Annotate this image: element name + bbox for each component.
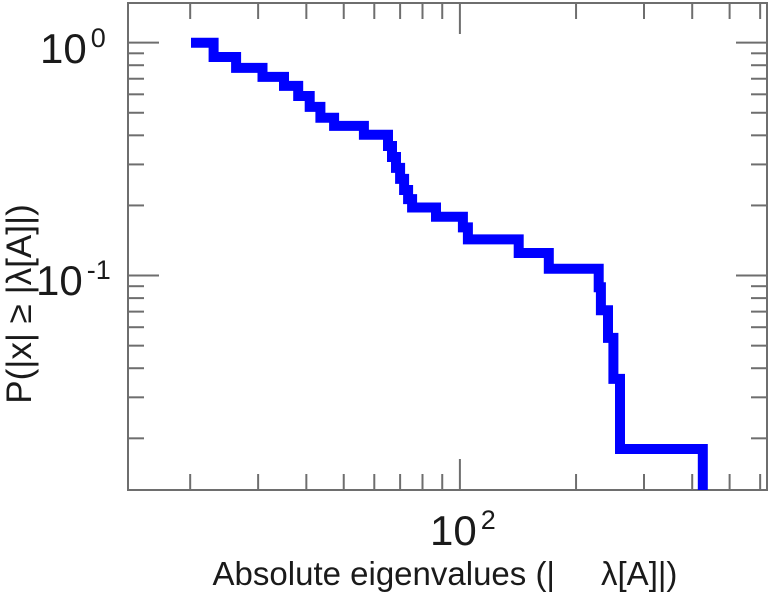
x-tick-exponent: 2 bbox=[480, 505, 496, 535]
plot-frame bbox=[127, 2, 768, 491]
x-tick-base: 10 bbox=[430, 507, 477, 554]
x-axis-tick-label-1e2: 10 2 bbox=[430, 507, 496, 554]
y-axis-tick-label-1e-1: 10 -1 bbox=[36, 257, 111, 304]
x-axis-label-part2: λ[A]|) bbox=[601, 555, 678, 592]
y-tick-exponent: -1 bbox=[86, 255, 111, 285]
x-axis-label-part1: Absolute eigenvalues (| bbox=[212, 555, 556, 592]
y-tick-base: 10 bbox=[36, 257, 83, 304]
x-axis-label: Absolute eigenvalues (| λ[A]|) bbox=[150, 555, 740, 592]
y-axis-label: P(|x| ≥ |λ[A]|) bbox=[0, 204, 39, 404]
ccdf-curve bbox=[191, 37, 708, 490]
y-tick-base: 10 bbox=[40, 25, 87, 72]
y-tick-exponent: 0 bbox=[90, 23, 106, 53]
y-axis-tick-label-1e0: 10 0 bbox=[40, 25, 106, 72]
